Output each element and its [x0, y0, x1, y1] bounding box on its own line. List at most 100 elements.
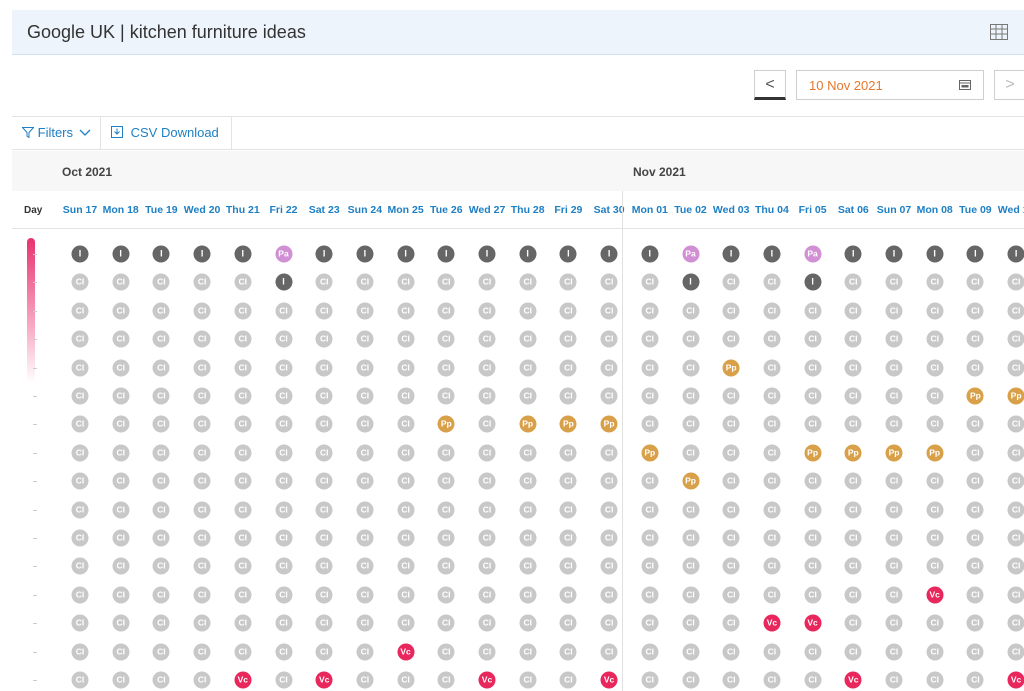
serp-badge-ci[interactable]: CI: [804, 643, 822, 661]
serp-badge-ci[interactable]: CI: [722, 529, 740, 547]
serp-badge-ci[interactable]: CI: [926, 614, 944, 632]
serp-badge-ci[interactable]: CI: [519, 387, 537, 405]
serp-badge-ci[interactable]: CI: [519, 359, 537, 377]
serp-badge-ci[interactable]: CI: [112, 330, 130, 348]
serp-badge-ci[interactable]: CI: [682, 415, 699, 433]
serp-badge-ci[interactable]: CI: [1007, 614, 1024, 632]
serp-badge-ci[interactable]: CI: [682, 501, 699, 519]
serp-badge-ci[interactable]: CI: [966, 614, 984, 632]
serp-badge-ci[interactable]: CI: [478, 643, 496, 661]
serp-badge-ci[interactable]: CI: [1007, 302, 1024, 320]
serp-badge-ci[interactable]: CI: [275, 586, 292, 604]
serp-badge-ci[interactable]: CI: [844, 529, 862, 547]
serp-badge-ci[interactable]: CI: [193, 472, 211, 490]
serp-badge-i[interactable]: I: [437, 245, 455, 263]
serp-badge-i[interactable]: I: [193, 245, 211, 263]
serp-badge-ci[interactable]: CI: [315, 273, 333, 291]
serp-badge-ci[interactable]: CI: [722, 444, 740, 462]
serp-badge-ci[interactable]: CI: [1007, 643, 1024, 661]
serp-badge-ci[interactable]: CI: [275, 557, 292, 575]
serp-badge-ci[interactable]: CI: [437, 557, 455, 575]
serp-badge-ci[interactable]: CI: [926, 302, 944, 320]
serp-badge-ci[interactable]: CI: [193, 529, 211, 547]
serp-badge-ci[interactable]: CI: [234, 387, 252, 405]
serp-badge-ci[interactable]: CI: [112, 387, 130, 405]
serp-badge-ci[interactable]: CI: [682, 671, 699, 689]
serp-badge-ci[interactable]: CI: [437, 586, 455, 604]
serp-badge-ci[interactable]: CI: [600, 359, 618, 377]
csv-download-button[interactable]: CSV Download: [100, 117, 232, 149]
serp-badge-ci[interactable]: CI: [112, 472, 130, 490]
serp-badge-ci[interactable]: CI: [152, 586, 170, 604]
serp-badge-ci[interactable]: CI: [193, 359, 211, 377]
serp-badge-ci[interactable]: CI: [478, 302, 496, 320]
serp-badge-ci[interactable]: CI: [315, 387, 333, 405]
serp-badge-ci[interactable]: CI: [478, 387, 496, 405]
serp-badge-ci[interactable]: CI: [804, 557, 822, 575]
serp-badge-ci[interactable]: CI: [71, 444, 89, 462]
serp-badge-vc[interactable]: Vc: [804, 614, 822, 632]
serp-badge-ci[interactable]: CI: [478, 472, 496, 490]
serp-badge-ci[interactable]: CI: [722, 671, 740, 689]
serp-badge-ci[interactable]: CI: [1007, 330, 1024, 348]
serp-badge-ci[interactable]: CI: [234, 557, 252, 575]
serp-badge-ci[interactable]: CI: [559, 444, 577, 462]
serp-badge-ci[interactable]: CI: [519, 614, 537, 632]
serp-badge-ci[interactable]: CI: [275, 501, 292, 519]
serp-badge-ci[interactable]: CI: [315, 359, 333, 377]
serp-badge-ci[interactable]: CI: [722, 273, 740, 291]
serp-badge-ci[interactable]: CI: [478, 501, 496, 519]
serp-badge-ci[interactable]: CI: [722, 330, 740, 348]
serp-badge-ci[interactable]: CI: [1007, 557, 1024, 575]
serp-badge-ci[interactable]: CI: [356, 614, 374, 632]
serp-badge-ci[interactable]: CI: [315, 415, 333, 433]
serp-badge-ci[interactable]: CI: [1007, 444, 1024, 462]
serp-badge-ci[interactable]: CI: [397, 472, 415, 490]
serp-badge-ci[interactable]: CI: [152, 330, 170, 348]
serp-badge-ci[interactable]: CI: [600, 614, 618, 632]
serp-badge-ci[interactable]: CI: [600, 330, 618, 348]
serp-badge-ci[interactable]: CI: [885, 472, 903, 490]
serp-badge-ci[interactable]: CI: [234, 643, 252, 661]
serp-badge-i[interactable]: I: [926, 245, 944, 263]
serp-badge-pp[interactable]: Pp: [682, 472, 699, 490]
serp-badge-i[interactable]: I: [804, 273, 822, 291]
serp-badge-ci[interactable]: CI: [519, 330, 537, 348]
serp-badge-ci[interactable]: CI: [275, 472, 292, 490]
serp-badge-vc[interactable]: Vc: [478, 671, 496, 689]
serp-badge-ci[interactable]: CI: [682, 302, 699, 320]
serp-badge-ci[interactable]: CI: [152, 557, 170, 575]
serp-badge-ci[interactable]: CI: [682, 614, 699, 632]
serp-badge-ci[interactable]: CI: [193, 387, 211, 405]
serp-badge-ci[interactable]: CI: [234, 529, 252, 547]
serp-badge-ci[interactable]: CI: [478, 415, 496, 433]
serp-badge-ci[interactable]: CI: [600, 444, 618, 462]
serp-badge-pp[interactable]: Pp: [844, 444, 862, 462]
serp-badge-ci[interactable]: CI: [559, 671, 577, 689]
serp-badge-ci[interactable]: CI: [966, 273, 984, 291]
serp-badge-ci[interactable]: CI: [559, 529, 577, 547]
serp-badge-ci[interactable]: CI: [71, 273, 89, 291]
serp-badge-ci[interactable]: CI: [356, 557, 374, 575]
serp-badge-ci[interactable]: CI: [356, 330, 374, 348]
serp-badge-ci[interactable]: CI: [559, 472, 577, 490]
serp-badge-ci[interactable]: CI: [763, 529, 781, 547]
serp-badge-ci[interactable]: CI: [112, 444, 130, 462]
serp-badge-ci[interactable]: CI: [926, 387, 944, 405]
serp-badge-ci[interactable]: CI: [641, 614, 659, 632]
serp-badge-ci[interactable]: CI: [437, 529, 455, 547]
serp-badge-ci[interactable]: CI: [275, 359, 292, 377]
serp-badge-ci[interactable]: CI: [315, 557, 333, 575]
serp-badge-i[interactable]: I: [682, 273, 699, 291]
serp-badge-pp[interactable]: Pp: [641, 444, 659, 462]
serp-badge-ci[interactable]: CI: [437, 302, 455, 320]
serp-badge-ci[interactable]: CI: [478, 557, 496, 575]
serp-badge-ci[interactable]: CI: [844, 302, 862, 320]
serp-badge-ci[interactable]: CI: [397, 415, 415, 433]
serp-badge-ci[interactable]: CI: [763, 501, 781, 519]
serp-badge-ci[interactable]: CI: [397, 586, 415, 604]
serp-badge-pp[interactable]: Pp: [926, 444, 944, 462]
serp-badge-ci[interactable]: CI: [71, 359, 89, 377]
serp-badge-ci[interactable]: CI: [926, 643, 944, 661]
date-picker-field[interactable]: 10 Nov 2021: [796, 70, 984, 100]
